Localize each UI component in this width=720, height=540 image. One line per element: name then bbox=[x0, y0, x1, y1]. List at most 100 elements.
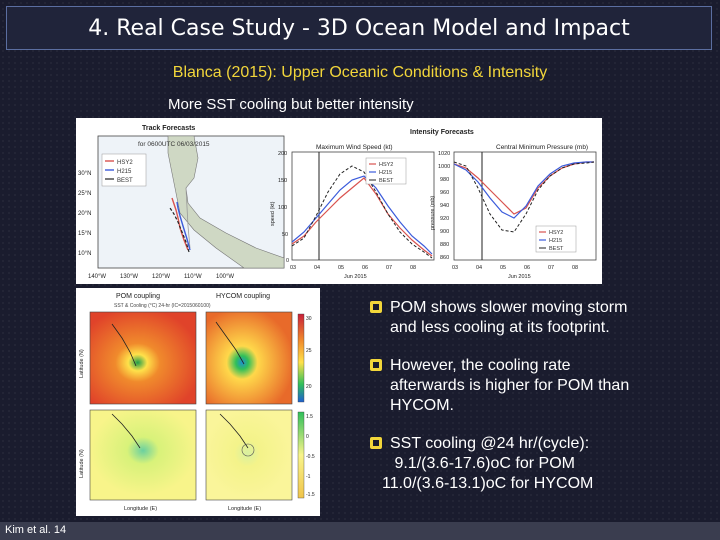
cool-cbar-tick: -1.5 bbox=[306, 492, 315, 498]
wind-hsy2 bbox=[291, 177, 433, 257]
intensity-title: Intensity Forecasts bbox=[410, 129, 474, 136]
cool-cbar-tick: 0 bbox=[306, 434, 309, 440]
pres-date-tick: 03 bbox=[452, 265, 458, 271]
bullet-icon bbox=[370, 359, 382, 371]
wind-ytick: 0 bbox=[286, 258, 289, 264]
pres-ytick: 1000 bbox=[438, 164, 450, 170]
track-hsy2 bbox=[171, 197, 189, 251]
sst-cbar-tick: 30 bbox=[306, 316, 312, 322]
track-legend-2: H215 bbox=[117, 169, 132, 175]
bullet-line: 11.0/(3.6-13.1)oC for HYCOM bbox=[382, 475, 594, 492]
lon-tick: 140°W bbox=[88, 274, 106, 280]
pres-date-tick: 07 bbox=[548, 265, 554, 271]
cool-cbar-tick: 1.5 bbox=[306, 414, 313, 420]
bullet-line: POM shows slower moving storm bbox=[390, 299, 628, 316]
cool-cbar-tick: -0.5 bbox=[306, 454, 315, 460]
lat-tick: 30°N bbox=[78, 171, 91, 177]
track-legend-1: HSY2 bbox=[117, 160, 133, 166]
lon-tick: 130°W bbox=[120, 274, 138, 280]
track-title: Track Forecasts bbox=[142, 125, 195, 132]
wind-date-tick: 06 bbox=[362, 265, 368, 271]
wind-ytick: 150 bbox=[278, 178, 287, 184]
baja-peninsula bbox=[185, 187, 191, 249]
sst-ylabel-top: Latitude (N) bbox=[79, 349, 85, 378]
cooling-colorbar bbox=[297, 411, 305, 499]
bullet-list: POM shows slower moving storm and less c… bbox=[370, 298, 710, 512]
sst-coupling-figure: POM coupling HYCOM coupling SST & Coolin… bbox=[76, 288, 320, 516]
wind-date-tick: 05 bbox=[338, 265, 344, 271]
bullet-item: However, the cooling rate afterwards is … bbox=[370, 356, 710, 416]
bullet-line: However, the cooling rate bbox=[390, 357, 571, 374]
lon-tick: 120°W bbox=[152, 274, 170, 280]
pres-h215 bbox=[453, 161, 594, 219]
sst-header: SST & Cooling (°C) 24-hr (IC=2015060100) bbox=[114, 303, 211, 309]
pres-legend-2: H215 bbox=[549, 238, 562, 244]
sst-ylabel-bottom: Latitude (N) bbox=[79, 449, 85, 478]
wind-legend-3: BEST bbox=[379, 178, 394, 184]
pres-best bbox=[453, 161, 595, 233]
wind-ytick: 100 bbox=[278, 205, 287, 211]
lat-tick: 15°N bbox=[78, 231, 91, 237]
bullet-line: afterwards is higher for POM than bbox=[390, 377, 630, 394]
track-intensity-svg: HSY2 H215 BEST Track Forecasts for 0600U… bbox=[78, 125, 597, 280]
pressure-panel: Central Minimum Pressure (mb) HSY2 H215 … bbox=[430, 144, 597, 280]
sst-xlabel-left: Longitude (E) bbox=[124, 506, 157, 512]
figure-caption: More SST cooling but better intensity bbox=[168, 96, 414, 113]
lat-tick: 25°N bbox=[78, 191, 91, 197]
track-map-panel: HSY2 H215 BEST Track Forecasts for 0600U… bbox=[78, 125, 285, 280]
track-intensity-figure: HSY2 H215 BEST Track Forecasts for 0600U… bbox=[76, 118, 602, 284]
pres-ytick: 880 bbox=[440, 242, 449, 248]
pom-sst-map bbox=[89, 311, 197, 405]
slide-subtitle: Blanca (2015): Upper Oceanic Conditions … bbox=[172, 64, 548, 81]
pres-date-tick: 06 bbox=[524, 265, 530, 271]
wind-title: Maximum Wind Speed (kt) bbox=[316, 144, 393, 151]
wind-date-tick: 08 bbox=[410, 265, 416, 271]
sst-colorbar bbox=[297, 313, 305, 403]
lat-tick: 20°N bbox=[78, 211, 91, 217]
hycom-cool-center bbox=[241, 443, 255, 457]
sst-cbar-tick: 20 bbox=[306, 384, 312, 390]
citation: Kim et al. 14 bbox=[5, 524, 67, 536]
pres-ytick: 1020 bbox=[438, 151, 450, 157]
wind-date-tick: 04 bbox=[314, 265, 320, 271]
pres-ytick: 860 bbox=[440, 255, 449, 261]
lat-tick: 10°N bbox=[78, 251, 91, 257]
hycom-cool-track bbox=[219, 413, 249, 449]
lon-tick: 110°W bbox=[184, 274, 202, 280]
pom-cool-track bbox=[111, 413, 141, 449]
footer-bar: Kim et al. 14 bbox=[0, 522, 720, 540]
pres-legend-1: HSY2 bbox=[549, 230, 563, 236]
bullet-line: SST cooling @24 hr/(cycle): bbox=[390, 435, 590, 452]
pres-ytick: 980 bbox=[440, 177, 449, 183]
cool-cbar-tick: -1 bbox=[306, 474, 311, 480]
wind-date-tick: 03 bbox=[290, 265, 296, 271]
wind-best bbox=[291, 165, 433, 259]
sst-coupling-svg: POM coupling HYCOM coupling SST & Coolin… bbox=[79, 293, 315, 512]
hycom-sst-map bbox=[205, 311, 293, 405]
bullet-icon bbox=[370, 437, 382, 449]
lon-tick: 100°W bbox=[216, 274, 234, 280]
bullet-item: POM shows slower moving storm and less c… bbox=[370, 298, 710, 338]
track-h215 bbox=[176, 201, 191, 251]
sst-cbar-tick: 25 bbox=[306, 348, 312, 354]
pom-cooling-map bbox=[89, 409, 197, 501]
wind-legend-1: HSY2 bbox=[379, 162, 393, 168]
hycom-track bbox=[215, 321, 245, 365]
wind-legend-2: H215 bbox=[379, 170, 392, 176]
hycom-title: HYCOM coupling bbox=[216, 293, 270, 300]
wind-ytick: 200 bbox=[278, 151, 287, 157]
bullet-line: HYCOM. bbox=[390, 397, 454, 414]
pres-date-label: Jun 2015 bbox=[508, 274, 531, 280]
pres-ylabel: pressure (mb) bbox=[430, 196, 436, 230]
hycom-cooling-map bbox=[205, 409, 293, 501]
pres-date-tick: 05 bbox=[500, 265, 506, 271]
pres-date-tick: 04 bbox=[476, 265, 482, 271]
sst-xlabel-right: Longitude (E) bbox=[228, 506, 261, 512]
track-best bbox=[169, 207, 190, 253]
pres-ytick: 920 bbox=[440, 216, 449, 222]
wind-ylabel: speed (kt) bbox=[270, 201, 276, 226]
track-subtitle: for 0600UTC 06/03/2015 bbox=[138, 141, 210, 148]
track-legend-3: BEST bbox=[117, 178, 133, 184]
pressure-title: Central Minimum Pressure (mb) bbox=[496, 144, 588, 151]
wind-panel: Maximum Wind Speed (kt) HSY2 H215 BEST 2… bbox=[270, 144, 435, 280]
